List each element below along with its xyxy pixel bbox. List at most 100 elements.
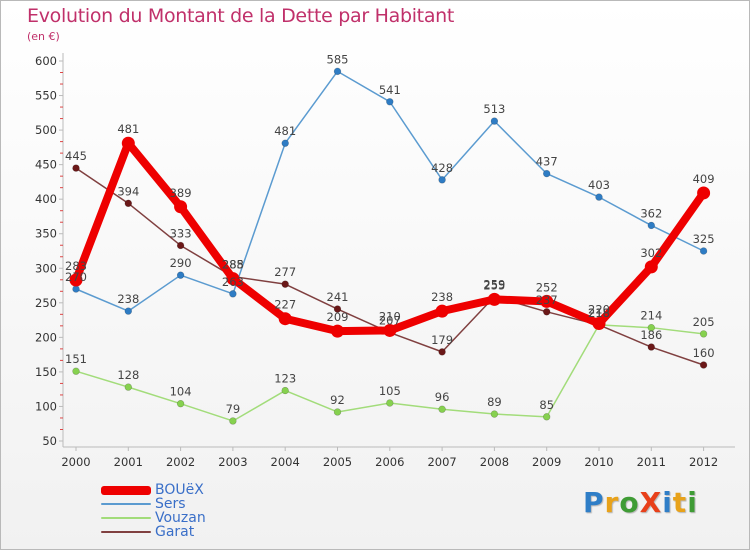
data-point-vouzan (647, 323, 655, 332)
data-point-sers (176, 271, 185, 279)
data-point-sers (542, 169, 551, 178)
y-tick-label: 550 (35, 89, 57, 103)
x-tick-label: 2006 (375, 455, 404, 469)
data-label-bou-x: 409 (693, 172, 715, 186)
data-label-bou-x: 210 (379, 309, 401, 323)
data-label-bou-x: 481 (117, 122, 139, 136)
data-label-garat: 288 (222, 258, 244, 272)
data-label-vouzan: 214 (640, 309, 662, 323)
data-label-sers: 290 (170, 256, 192, 270)
data-label-sers: 362 (640, 206, 662, 220)
data-point-bou-x (69, 273, 83, 287)
logo-letter: r (604, 486, 620, 519)
x-tick-label: 2010 (584, 455, 613, 469)
data-label-bou-x: 285 (222, 258, 244, 272)
data-point-sers (281, 139, 289, 147)
data-label-garat: 445 (65, 149, 87, 163)
legend-swatch-vouzan (101, 517, 151, 519)
data-label-bou-x: 252 (536, 280, 558, 294)
data-label-sers: 541 (379, 83, 401, 97)
data-point-garat (281, 280, 289, 288)
data-label-garat: 186 (640, 328, 662, 342)
label-layer: 270 238 290 263 481 585 541 428 513 437 403 362 325 1… (65, 52, 715, 416)
data-label-sers: 325 (693, 232, 715, 246)
data-point-vouzan (229, 417, 237, 425)
data-label-vouzan: 79 (226, 402, 241, 416)
data-point-garat (333, 305, 342, 313)
data-label-vouzan: 205 (693, 315, 715, 329)
data-label-garat: 241 (327, 290, 349, 304)
data-point-garat (647, 343, 655, 351)
data-point-vouzan (176, 399, 185, 408)
data-label-garat: 207 (379, 314, 401, 328)
data-label-garat: 218 (588, 306, 610, 320)
data-label-vouzan: 128 (117, 368, 139, 382)
legend-label-sers: Sers (155, 496, 186, 512)
y-tick-label: 450 (35, 158, 57, 172)
legend-item-sers: Sers (101, 497, 206, 511)
data-label-bou-x: 302 (640, 246, 662, 260)
data-point-sers (333, 67, 342, 76)
data-point-sers (72, 285, 80, 293)
legend-item-bou-x: BOUëX (101, 483, 206, 497)
legend-swatch-garat (101, 531, 151, 533)
data-label-vouzan: 218 (588, 306, 610, 320)
chart-subtitle: (en €) (27, 30, 60, 43)
data-point-bou-x (121, 136, 135, 150)
y-tick-label: 100 (35, 399, 57, 413)
data-label-vouzan: 92 (330, 393, 345, 407)
x-tick-label: 2002 (166, 455, 195, 469)
data-point-vouzan (72, 367, 80, 375)
y-tick-label: 600 (35, 54, 57, 68)
y-tick-label: 500 (35, 123, 57, 137)
data-point-bou-x (226, 272, 240, 286)
data-label-garat: 160 (693, 346, 715, 360)
data-point-bou-x (487, 292, 501, 306)
data-point-sers (124, 307, 133, 315)
logo-letter: X (639, 486, 663, 519)
x-tick-label: 2007 (427, 455, 456, 469)
data-point-bou-x (383, 323, 397, 337)
data-point-bou-x (435, 304, 449, 318)
data-point-vouzan (124, 383, 133, 391)
data-point-sers (438, 176, 446, 184)
data-label-sers: 513 (483, 102, 505, 116)
data-label-sers: 585 (327, 52, 349, 66)
data-point-bou-x (592, 317, 606, 331)
logo-letter: t (672, 486, 688, 519)
data-point-bou-x (644, 260, 658, 274)
y-tick-label: 150 (35, 365, 57, 379)
data-point-garat (176, 241, 185, 250)
data-point-vouzan (281, 386, 289, 395)
data-point-vouzan (333, 408, 342, 416)
legend-item-vouzan: Vouzan (101, 511, 206, 525)
line-chart: 50 100 150 200 250 300 350 400 450 500 550 600 2000 2… (35, 52, 735, 469)
y-tick-label: 400 (35, 192, 57, 206)
legend-label-garat: Garat (155, 524, 195, 540)
y-tick-label: 300 (35, 261, 57, 275)
data-label-vouzan: 89 (487, 395, 502, 409)
legend: BOUëX Sers Vouzan Garat (101, 483, 206, 539)
y-tick-label: 250 (35, 296, 57, 310)
data-point-vouzan (490, 410, 499, 418)
logo-letter: P (583, 486, 605, 519)
data-point-vouzan (542, 413, 551, 421)
data-label-vouzan: 123 (274, 372, 296, 386)
data-label-sers: 263 (222, 275, 244, 289)
data-label-garat: 179 (431, 333, 453, 347)
data-label-garat: 259 (483, 278, 505, 292)
data-point-vouzan (699, 330, 708, 338)
data-label-vouzan: 85 (539, 398, 554, 412)
x-tick-label: 2005 (323, 455, 352, 469)
data-point-bou-x (331, 324, 344, 338)
data-point-vouzan (438, 405, 446, 413)
logo-letter: i (687, 486, 698, 519)
x-tick-label: 2011 (637, 455, 666, 469)
data-point-sers (229, 290, 237, 298)
data-label-sers: 481 (274, 124, 296, 138)
data-point-sers (490, 117, 499, 125)
data-point-bou-x (174, 200, 188, 214)
data-label-bou-x: 227 (274, 298, 296, 312)
data-label-sers: 437 (536, 155, 558, 169)
series-layer (69, 67, 711, 425)
